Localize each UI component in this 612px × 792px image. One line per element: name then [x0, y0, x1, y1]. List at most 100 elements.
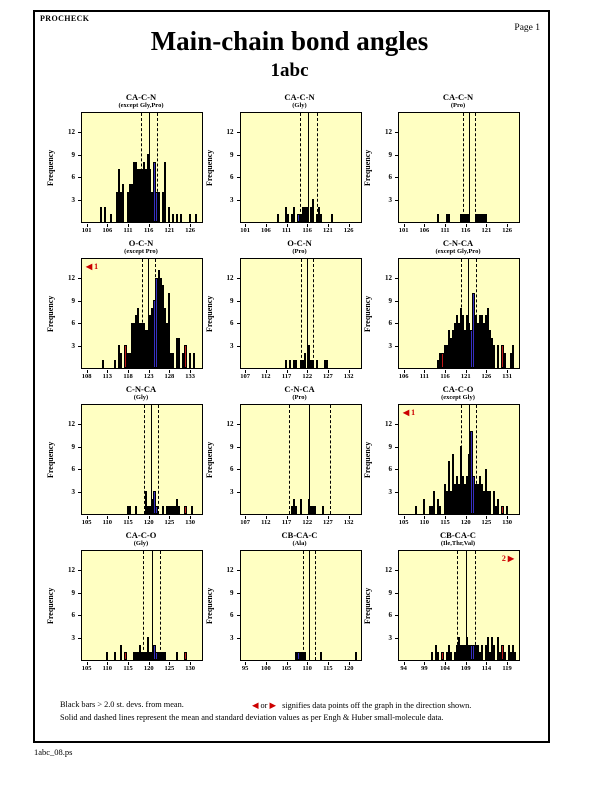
- histogram-bar: [443, 345, 446, 368]
- histogram-bar: [145, 169, 148, 222]
- plot-area: [239, 404, 362, 515]
- histogram-bar: [460, 446, 463, 514]
- histogram-bar: [145, 491, 148, 514]
- histogram-bar: [455, 476, 459, 514]
- mean-line: [308, 551, 310, 660]
- histogram-bar: [441, 352, 444, 368]
- footnote-lines: Solid and dashed lines represent the mea…: [60, 713, 444, 722]
- histogram-bar: [445, 491, 448, 514]
- y-tick: [78, 132, 81, 134]
- histogram-bar: [484, 214, 487, 222]
- x-tick: [286, 370, 288, 373]
- histogram-bar: [470, 431, 473, 514]
- histogram-bar: [155, 277, 158, 368]
- histogram-bar: [472, 644, 475, 660]
- histogram-bar: [178, 506, 181, 514]
- histogram-bar: [176, 498, 179, 514]
- histogram-bar: [460, 307, 463, 368]
- histogram-bar: [476, 214, 479, 222]
- x-tick: [190, 516, 192, 519]
- histogram-bar: [299, 498, 302, 514]
- histogram-bar: [155, 191, 158, 222]
- x-tick-label: 95: [241, 665, 249, 672]
- x-tick: [424, 370, 426, 373]
- x-tick-label: 111: [440, 227, 450, 234]
- histogram-bar: [509, 652, 512, 660]
- x-tick-label: 116: [440, 373, 450, 380]
- histogram-bar: [165, 322, 168, 368]
- histogram-bar: [511, 345, 514, 368]
- x-tick: [307, 662, 309, 665]
- histogram-bar: [458, 637, 461, 660]
- y-tick: [236, 199, 240, 201]
- histogram-bar: [311, 506, 314, 514]
- plot-subtitle: (Gly): [133, 394, 149, 401]
- sd-line-high: [475, 113, 477, 222]
- histogram-bar: [163, 161, 166, 222]
- histogram-bar: [489, 330, 492, 368]
- plot-o-c-n-main: O-C-N (except Pro) Frequency ◀ 1 3 6 9 12 108 113…: [44, 238, 203, 384]
- sd-line-low: [302, 551, 304, 660]
- histogram-bar: [453, 322, 456, 368]
- histogram-bar: [190, 506, 193, 514]
- histogram-bar: [132, 652, 135, 660]
- histogram-bar: [155, 652, 158, 660]
- histogram-bar: [437, 360, 440, 368]
- x-tick: [465, 370, 467, 373]
- histogram-bar: [462, 476, 465, 514]
- histogram-bar: [513, 652, 516, 660]
- plot-area: 2 ▶: [398, 550, 520, 661]
- plot-c-n-ca-main: C-N-CA (except Gly,Pro) Frequency 3 6 9 12 106 1…: [361, 238, 520, 384]
- histogram-bar: [145, 330, 148, 368]
- histogram-bar: [499, 652, 502, 660]
- x-tick-label: 99: [421, 665, 428, 672]
- x-tick: [348, 516, 350, 519]
- histogram-bar: [136, 652, 139, 660]
- histogram-bar: [114, 652, 117, 660]
- y-tick: [78, 278, 81, 280]
- y-tick: [78, 615, 81, 617]
- plot-o-c-n-pro: O-C-N (Pro) Frequency 3 6 9 12 107 112 117 122 127 1…: [203, 238, 362, 384]
- histogram-bar: [482, 214, 485, 222]
- histogram-bar: [472, 292, 475, 368]
- y-tick-label: 3: [230, 195, 234, 204]
- sd-line-high: [157, 405, 159, 514]
- histogram-bar: [480, 214, 483, 222]
- plot-subtitle: (Gly): [292, 102, 307, 109]
- histogram-bar: [447, 461, 450, 514]
- histogram-bar: [128, 184, 131, 222]
- y-tick-label: 6: [71, 173, 76, 182]
- histogram-bar: [126, 352, 129, 368]
- histogram-bar: [464, 330, 467, 368]
- y-tick: [395, 132, 398, 134]
- histogram-bar: [122, 184, 125, 222]
- x-tick-label: 120: [343, 665, 354, 672]
- histogram-bar: [322, 506, 325, 514]
- histogram-bar: [124, 652, 127, 660]
- x-tick-label: 105: [281, 665, 292, 672]
- histogram-bar: [147, 330, 150, 368]
- histogram-bar: [101, 360, 104, 368]
- x-tick: [190, 662, 192, 665]
- histogram-bar: [172, 214, 175, 222]
- plot-title: CA-C-N: [284, 92, 315, 102]
- x-tick: [245, 516, 247, 519]
- histogram-bar: [176, 652, 179, 660]
- histogram-bar: [126, 506, 129, 514]
- histogram-bar: [172, 352, 175, 368]
- x-tick: [107, 224, 109, 227]
- x-tick-label: 116: [461, 227, 471, 234]
- histogram-bar: [134, 161, 137, 222]
- histogram-bar: [303, 652, 306, 660]
- x-tick-label: 121: [460, 373, 471, 380]
- y-tick-label: 3: [71, 341, 76, 350]
- x-tick: [507, 662, 509, 665]
- y-tick-label: 3: [230, 633, 234, 642]
- x-tick: [265, 224, 267, 227]
- x-tick: [348, 370, 350, 373]
- plot-title: C-N-CA: [284, 384, 315, 394]
- y-tick-label: 12: [68, 274, 75, 283]
- histogram-bar: [466, 637, 469, 660]
- histogram-bar: [287, 214, 290, 222]
- y-tick-label: 9: [230, 150, 234, 159]
